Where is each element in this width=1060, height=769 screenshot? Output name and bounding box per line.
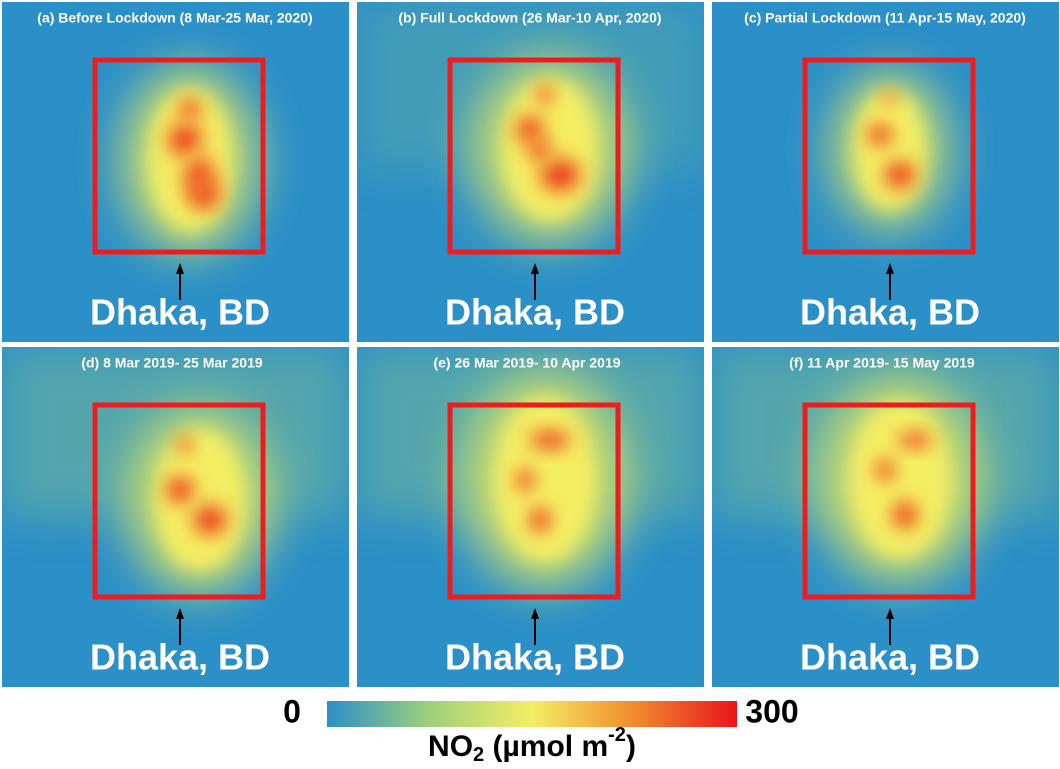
hotspot: [880, 157, 920, 193]
hotspot: [162, 472, 198, 508]
place-label: Dhaka, BD: [445, 637, 625, 678]
panel-title: (d) 8 Mar 2019- 25 Mar 2019: [81, 355, 263, 371]
panel: (a) Before Lockdown (8 Mar-25 Mar, 2020)…: [2, 2, 349, 342]
hotspot: [526, 136, 554, 164]
hotspot: [188, 500, 232, 540]
label-sub: 2: [473, 744, 484, 766]
hotspot: [864, 121, 896, 149]
map-layer: [830, 70, 950, 230]
map-layer: [120, 65, 260, 255]
hotspot: [889, 497, 921, 533]
panel: (e) 26 Mar 2019- 10 Apr 2019 Dhaka, BD: [357, 347, 704, 687]
place-label: Dhaka, BD: [90, 637, 270, 678]
hotspot: [893, 430, 937, 450]
haze: [854, 90, 926, 210]
panel: (c) Partial Lockdown (11 Apr-15 May, 202…: [712, 2, 1059, 342]
panel-title: (c) Partial Lockdown (11 Apr-15 May, 202…: [744, 10, 1026, 26]
panel-title: (a) Before Lockdown (8 Mar-25 Mar, 2020): [37, 10, 312, 26]
label-close: ): [626, 730, 636, 763]
hotspot: [535, 83, 555, 107]
place-label: Dhaka, BD: [800, 292, 980, 333]
colorbar-min: 0: [283, 693, 301, 729]
panel-title: (b) Full Lockdown (26 Mar-10 Apr, 2020): [398, 10, 661, 26]
label-unit: (µmol m: [484, 730, 608, 763]
panel: (d) 8 Mar 2019- 25 Mar 2019 Dhaka, BD: [2, 347, 349, 687]
hotspot: [524, 428, 576, 452]
panel-title: (e) 26 Mar 2019- 10 Apr 2019: [433, 355, 620, 371]
colorbar: [327, 701, 737, 727]
panel: (f) 11 Apr 2019- 15 May 2019 Dhaka, BD: [712, 347, 1059, 687]
hotspot: [873, 456, 897, 484]
panels: (a) Before Lockdown (8 Mar-25 Mar, 2020)…: [2, 2, 1059, 687]
place-label: Dhaka, BD: [90, 292, 270, 333]
panel-title: (f) 11 Apr 2019- 15 May 2019: [789, 355, 975, 371]
panel: (b) Full Lockdown (26 Mar-10 Apr, 2020) D…: [357, 2, 704, 342]
place-label: Dhaka, BD: [445, 292, 625, 333]
haze: [494, 398, 596, 563]
figure: (a) Before Lockdown (8 Mar-25 Mar, 2020)…: [0, 0, 1060, 769]
hotspot: [526, 504, 554, 536]
hotspot: [882, 90, 898, 106]
place-label: Dhaka, BD: [800, 637, 980, 678]
label-sup: -2: [608, 724, 626, 746]
hotspot: [187, 177, 223, 213]
hotspot: [175, 435, 195, 455]
haze: [849, 401, 951, 559]
colorbar-max: 300: [745, 693, 798, 729]
label-base: NO: [428, 730, 473, 763]
colorbar-label: NO2 (µmol m-2): [428, 724, 636, 766]
hotspot: [513, 466, 537, 494]
